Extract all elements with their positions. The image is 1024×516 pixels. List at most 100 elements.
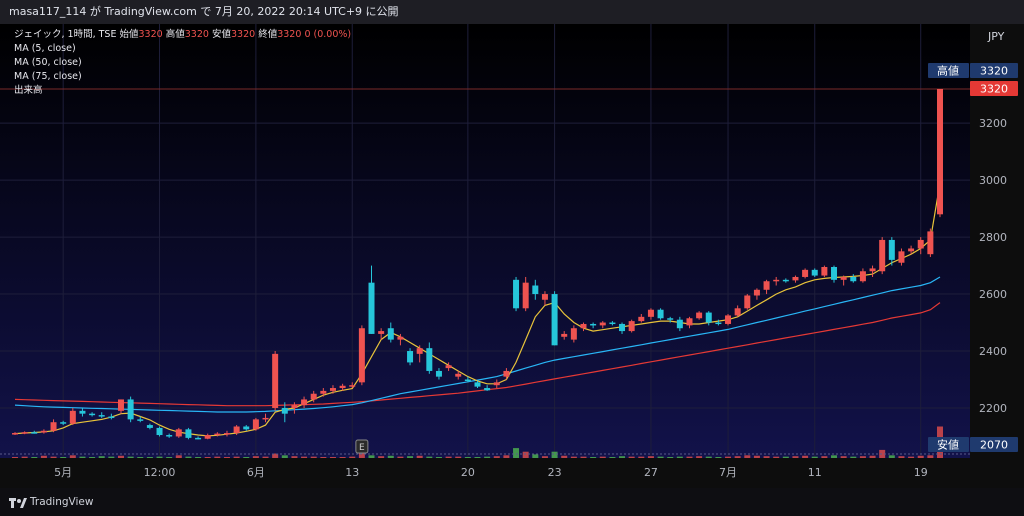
candle-body (445, 365, 452, 369)
candle-body (272, 353, 279, 408)
candle-body (464, 379, 471, 381)
candle-body (937, 89, 943, 215)
volume-bar (715, 457, 722, 458)
candle-body (407, 351, 414, 363)
volume-bar (204, 457, 211, 458)
volume-bar (686, 456, 693, 458)
high-badge-value: 3320 (980, 65, 1008, 78)
legend-ma50[interactable]: MA (50, close) (14, 57, 82, 68)
candle-body (802, 269, 809, 277)
volume-bar (320, 457, 327, 458)
candle-body (667, 318, 674, 320)
candle-body (329, 388, 336, 391)
candle-body (204, 435, 211, 439)
volume-bar (705, 456, 712, 458)
time-tick-label: 13 (345, 466, 359, 479)
price-badges: 高値 3320 3320 安値 2070 (928, 63, 1018, 452)
last-price-badge-bg (970, 81, 1018, 96)
volume-bar (339, 457, 346, 458)
close-value: 3320 (277, 29, 302, 40)
candle-body (638, 316, 645, 322)
low-badge-value: 2070 (980, 439, 1008, 452)
volume-bar (262, 456, 269, 458)
volume-bar (108, 456, 115, 458)
candle-body (137, 419, 144, 421)
candle-body (657, 309, 664, 319)
candle-body (146, 425, 153, 428)
candle-body (89, 413, 96, 416)
volume-bar (773, 456, 780, 458)
footer: TradingView (0, 488, 1024, 516)
time-tick-label: 12:00 (144, 466, 176, 479)
ma50-line (14, 276, 941, 413)
time-tick-label: 11 (808, 466, 822, 479)
volume-bar (214, 456, 221, 458)
candle-body (127, 399, 134, 420)
legend-ma75[interactable]: MA (75, close) (14, 71, 82, 82)
volume-bar (725, 456, 732, 458)
volume-bar (532, 454, 539, 458)
symbol-label: ジェイック, 1時間, TSE (14, 29, 117, 40)
candle-body (859, 271, 866, 282)
volume-bar (416, 455, 423, 458)
candle-body (888, 239, 895, 260)
volume-bar (657, 456, 664, 458)
candle-body (195, 437, 202, 440)
price-tick-label: 2400 (979, 345, 1007, 358)
volume-bar (349, 456, 356, 458)
price-axis-ticks: 3200 3000 2800 2600 2400 2200 (979, 117, 1007, 415)
volume-bar (619, 456, 626, 458)
open-value: 3320 (138, 29, 163, 40)
volume-bar (310, 456, 317, 458)
candle-body (387, 328, 394, 340)
candle-body (676, 319, 683, 329)
volume-bar (513, 448, 520, 458)
candle-body (570, 328, 577, 340)
chart-area[interactable]: E JPY 3200 3000 2800 2600 2400 2200 5月 12:00 6月… (0, 24, 1024, 488)
candle-body (397, 336, 404, 340)
volume-bar (744, 455, 751, 458)
time-tick-label: 7月 (719, 466, 737, 479)
volume-bar (888, 455, 895, 458)
candle-body (821, 267, 828, 276)
volume-bar (301, 456, 308, 458)
candle-body (69, 410, 76, 424)
candle-body (214, 433, 221, 436)
candle-body (811, 269, 818, 276)
candle-body (609, 322, 616, 325)
low-badge-value-bg (970, 437, 1018, 452)
price-chart[interactable]: E JPY 3200 3000 2800 2600 2400 2200 5月 12:00 6月… (0, 24, 1024, 488)
legend-ma5[interactable]: MA (5, close) (14, 43, 76, 54)
candle-body (503, 370, 510, 377)
candle-body (339, 385, 346, 389)
volume-bar (281, 455, 288, 458)
volume-bar (484, 456, 491, 458)
candle-body (782, 279, 789, 282)
high-value: 3320 (184, 29, 209, 40)
candle-body (156, 427, 163, 436)
volume-bar (435, 457, 442, 458)
brand-label: TradingView (30, 496, 94, 508)
close-label: 終値 (258, 29, 278, 40)
candlesticks (12, 89, 943, 440)
candle-body (541, 294, 548, 300)
candle-body (898, 251, 905, 263)
candle-body (108, 416, 115, 419)
legend-volume[interactable]: 出来高 (14, 85, 43, 96)
candle-body (715, 322, 722, 325)
candle-body (551, 294, 558, 346)
overlays: E (0, 439, 970, 455)
volume-bar (734, 456, 741, 458)
volume-bar (233, 456, 240, 458)
volume-bar (753, 455, 760, 458)
candle-body (908, 248, 915, 252)
volume-bar (927, 455, 934, 458)
candle-body (850, 276, 857, 282)
candle-body (349, 385, 356, 387)
candle-body (927, 231, 934, 255)
candle-body (21, 432, 28, 434)
volume-bar (869, 455, 876, 458)
volume-bar (387, 455, 394, 458)
candle-body (705, 312, 712, 323)
volume-bar (243, 457, 250, 458)
